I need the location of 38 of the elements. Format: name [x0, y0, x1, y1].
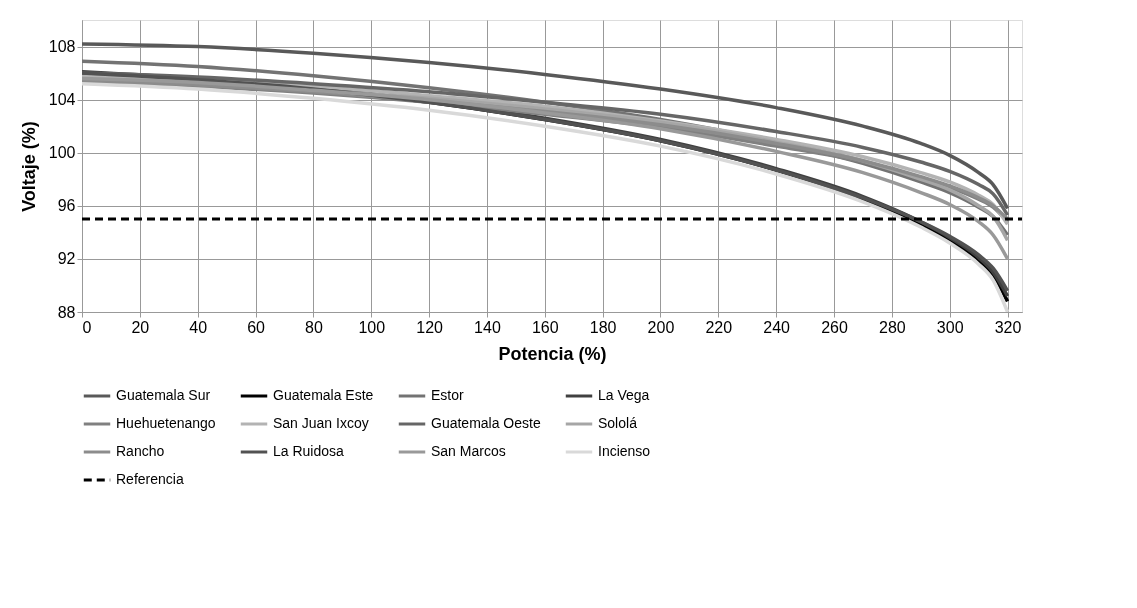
x-tick-label: 140 [474, 318, 501, 336]
x-tick-label: 80 [304, 318, 323, 336]
x-tick-label: 0 [82, 318, 92, 336]
legend-label: La Ruidosa [273, 443, 345, 459]
x-tick-label: 180 [589, 318, 617, 336]
legend-label: Guatemala Oeste [431, 415, 541, 431]
x-tick-label: 280 [878, 318, 906, 336]
x-tick-label: 20 [131, 318, 150, 336]
x-tick-label: 60 [247, 318, 266, 336]
x-tick-label: 320 [994, 318, 1022, 336]
legend-label: San Juan Ixcoy [273, 415, 369, 431]
x-tick-label: 120 [416, 318, 444, 336]
legend-label: Referencia [116, 471, 184, 487]
y-tick-label: 92 [57, 250, 76, 268]
x-tick-label: 160 [531, 318, 559, 336]
legend-label: Rancho [116, 443, 165, 459]
legend-label: Estor [431, 387, 465, 403]
x-tick-label: 260 [821, 318, 848, 336]
legend-label: Guatemala Sur [116, 387, 211, 403]
legend-label: Guatemala Este [273, 387, 374, 403]
y-tick-label: 104 [48, 91, 76, 109]
x-tick-label: 200 [647, 318, 675, 336]
x-tick-label: 220 [705, 318, 733, 336]
legend-label: Incienso [598, 443, 651, 459]
y-tick-label: 96 [57, 197, 76, 215]
x-tick-label: 300 [936, 318, 964, 336]
x-tick-label: 40 [189, 318, 208, 336]
y-tick-label: 100 [48, 144, 76, 162]
y-axis-title: Voltaje (%) [18, 121, 39, 212]
y-tick-label: 88 [57, 303, 76, 321]
x-tick-label: 240 [763, 318, 791, 336]
legend-label: La Vega [598, 387, 650, 403]
y-tick-label: 108 [48, 38, 76, 56]
legend-label: Sololá [598, 415, 638, 431]
legend-label: San Marcos [431, 443, 506, 459]
x-axis-title: Potencia (%) [498, 343, 607, 364]
legend-label: Huehuetenango [116, 415, 216, 431]
x-tick-label: 100 [358, 318, 386, 336]
